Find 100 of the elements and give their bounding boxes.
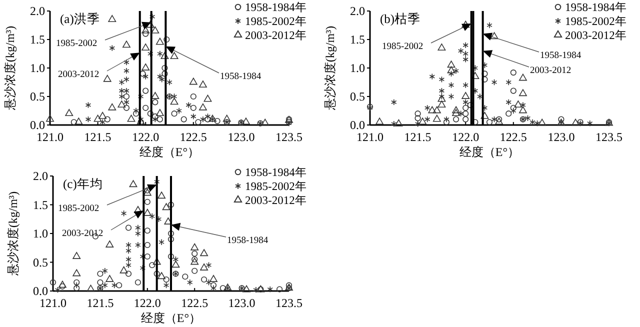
chart-title: (a)洪季 <box>60 12 100 26</box>
annotation: 1958-1984 <box>227 236 268 246</box>
point <box>168 236 174 242</box>
point <box>157 50 163 57</box>
point <box>72 269 81 276</box>
point <box>124 98 130 106</box>
point <box>142 104 149 111</box>
point <box>112 282 118 288</box>
point <box>462 50 468 57</box>
point <box>486 22 492 28</box>
legend-label: 1985-2002年 <box>245 180 307 194</box>
point <box>172 260 180 268</box>
point <box>144 187 150 194</box>
x-tick-label: 121.0 <box>356 130 384 144</box>
point <box>394 119 403 126</box>
point <box>168 230 174 237</box>
point <box>142 73 148 80</box>
point <box>65 109 74 116</box>
point <box>164 217 172 224</box>
x-tick-label: 121.5 <box>84 130 112 144</box>
y-tick-label: 1.5 <box>33 198 48 212</box>
point <box>438 44 446 51</box>
point <box>162 203 170 210</box>
point <box>118 100 126 108</box>
point <box>204 94 212 102</box>
point <box>518 89 527 96</box>
point <box>182 274 188 280</box>
point <box>151 92 160 99</box>
x-tick-label: 121.5 <box>404 130 432 144</box>
point <box>180 116 187 122</box>
point <box>190 93 196 100</box>
legend-label: 1958-1984年 <box>565 1 627 14</box>
point <box>109 44 115 52</box>
point <box>135 224 141 231</box>
point <box>120 210 127 217</box>
point <box>452 106 460 114</box>
point <box>163 282 170 288</box>
point <box>127 114 136 122</box>
point <box>480 112 489 119</box>
point <box>206 262 212 268</box>
point <box>154 270 160 277</box>
point <box>192 256 198 262</box>
point <box>477 93 483 100</box>
point <box>242 285 250 292</box>
point <box>438 88 445 94</box>
point <box>520 102 526 108</box>
point <box>74 279 80 286</box>
point <box>538 118 546 126</box>
point <box>253 286 259 294</box>
point <box>514 100 522 108</box>
point <box>482 76 488 82</box>
x-tick-label: 122.5 <box>500 130 527 144</box>
y-tick-label: 0.5 <box>350 90 365 104</box>
point <box>118 88 125 94</box>
point <box>452 109 460 116</box>
point <box>438 93 445 100</box>
point <box>448 82 454 88</box>
point <box>429 73 435 80</box>
point <box>510 104 516 111</box>
legend-label: 1985-2002年 <box>245 15 307 28</box>
point <box>152 113 158 120</box>
x-tick-label: 121.0 <box>40 296 66 310</box>
point <box>587 120 593 127</box>
point <box>125 224 132 231</box>
x-tick-label: 123.5 <box>276 296 302 310</box>
point <box>206 279 212 286</box>
point <box>462 82 468 88</box>
point <box>518 106 527 114</box>
point <box>144 242 150 248</box>
chart-title: (b)枯季 <box>380 12 421 26</box>
point <box>126 256 132 263</box>
point <box>198 103 207 110</box>
annotation: 2003-2012 <box>58 70 100 80</box>
point <box>126 262 132 268</box>
point <box>103 74 112 82</box>
point <box>149 213 155 220</box>
point <box>496 116 502 122</box>
point <box>146 20 154 28</box>
point <box>151 26 160 34</box>
annotation: 1985-2002 <box>56 39 98 49</box>
point <box>149 262 156 268</box>
point <box>126 248 132 254</box>
point <box>162 70 168 77</box>
point <box>443 119 450 126</box>
x-tick-label: 122.0 <box>452 130 480 144</box>
point <box>120 266 128 274</box>
point <box>424 104 430 112</box>
point <box>144 253 150 260</box>
point <box>200 263 208 270</box>
point <box>210 282 217 288</box>
y-tick-label: 0.0 <box>350 118 365 132</box>
point <box>438 94 446 102</box>
point <box>144 198 150 205</box>
y-tick-label: 0.0 <box>30 118 45 132</box>
x-tick-label: 122.5 <box>181 296 208 310</box>
x-tick-label: 123.0 <box>548 130 575 144</box>
legend-label: 1958-1984年 <box>245 1 307 14</box>
point <box>156 116 163 122</box>
point <box>192 268 198 274</box>
point <box>267 286 273 293</box>
